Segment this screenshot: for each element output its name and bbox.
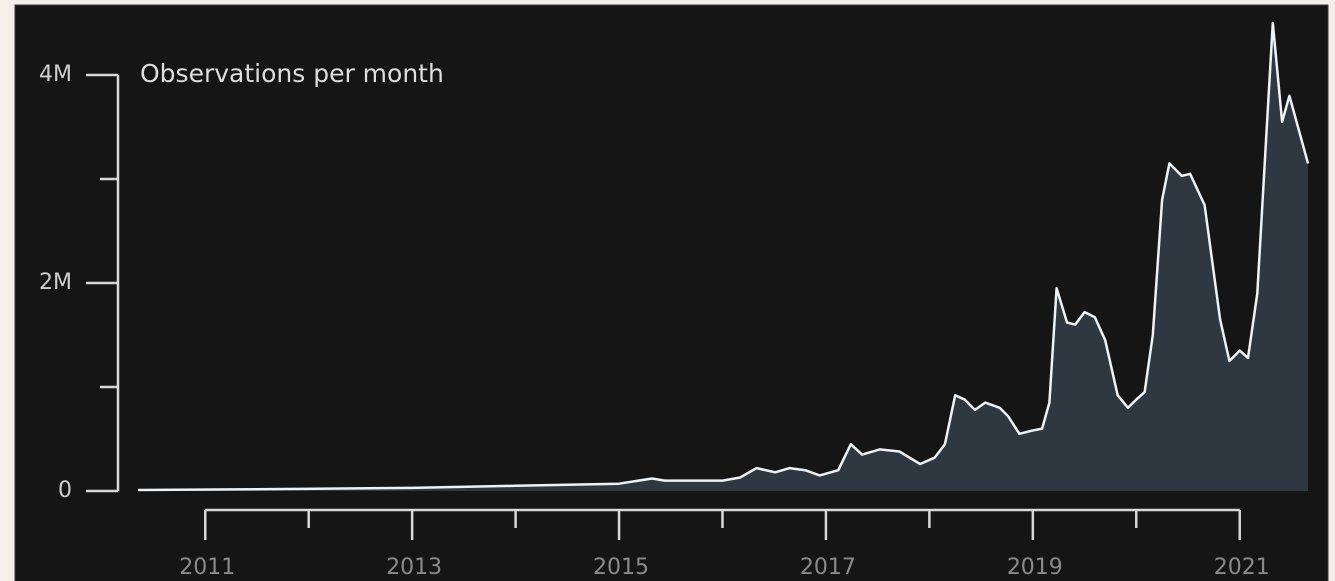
y-tick-label: 0 [58, 478, 72, 503]
area [138, 23, 1308, 491]
x-tick-label: 2017 [800, 555, 856, 580]
y-tick-label: 4M [39, 62, 72, 87]
y-tick-label: 2M [39, 270, 72, 295]
x-tick-label: 2011 [179, 555, 235, 580]
panel [14, 4, 1329, 581]
x-tick-label: 2015 [593, 555, 649, 580]
chart-title: Observations per month [140, 59, 444, 88]
x-tick-label: 2021 [1214, 555, 1270, 580]
line [137, 21, 1310, 492]
x-tick-label: 2013 [386, 555, 442, 580]
x-tick-label: 2019 [1007, 555, 1063, 580]
